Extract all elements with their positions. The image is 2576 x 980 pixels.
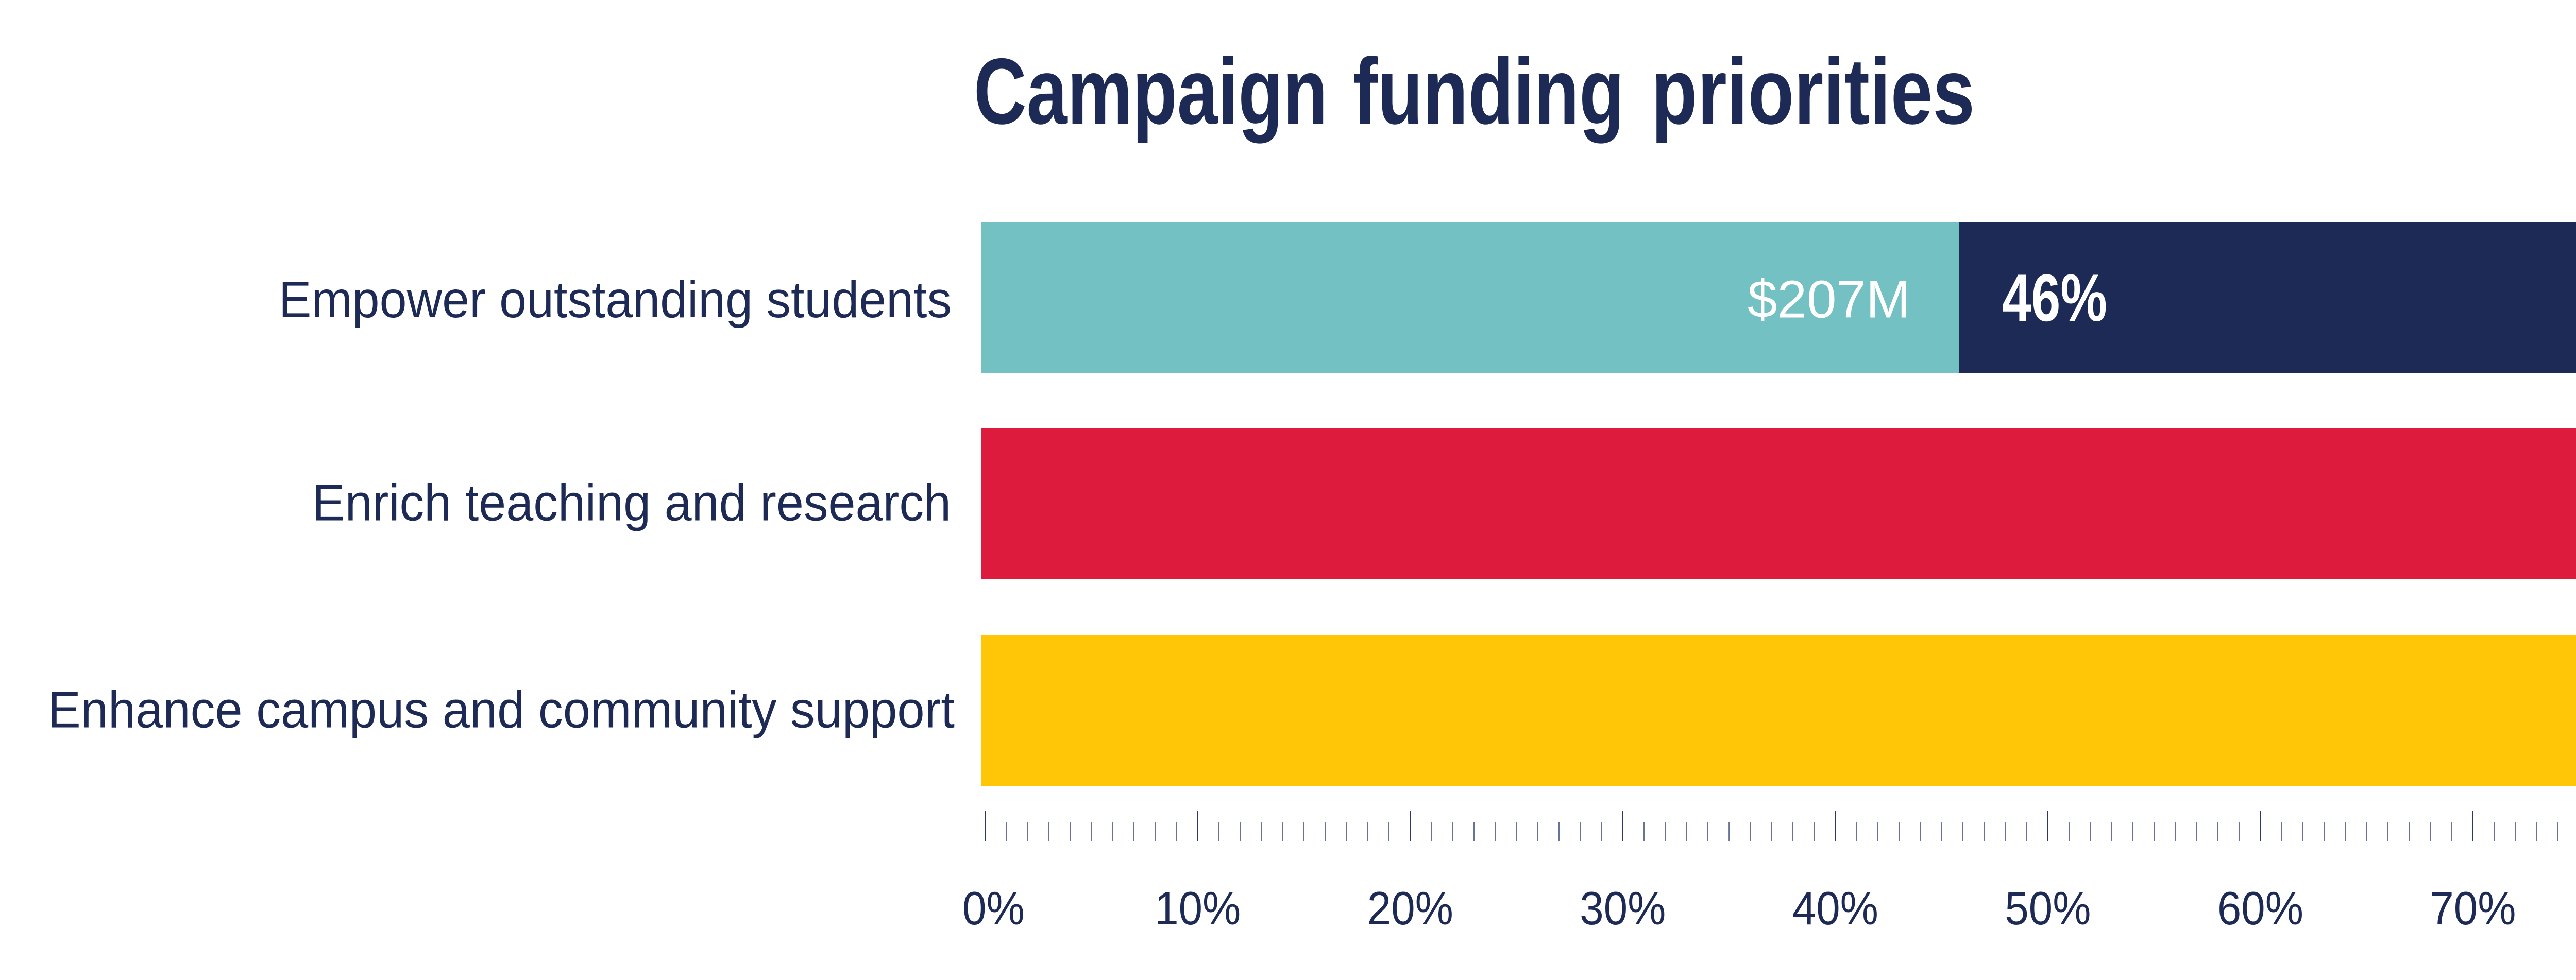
- svg-text:30%: 30%: [1580, 883, 1666, 935]
- svg-text:10%: 10%: [1155, 883, 1241, 935]
- svg-text:0%: 0%: [962, 883, 1025, 935]
- svg-text:50%: 50%: [2005, 883, 2091, 935]
- svg-text:60%: 60%: [2217, 883, 2303, 935]
- svg-text:20%: 20%: [1367, 883, 1453, 935]
- svg-text:Enhance campus and community s: Enhance campus and community support: [48, 681, 955, 739]
- svg-text:70%: 70%: [2430, 883, 2516, 935]
- svg-text:$207M: $207M: [1748, 270, 1910, 329]
- svg-text:funding: funding: [1353, 39, 1624, 144]
- svg-text:46%: 46%: [2002, 260, 2107, 335]
- svg-text:priorities: priorities: [1651, 39, 1975, 144]
- svg-text:Empower outstanding students: Empower outstanding students: [279, 271, 952, 329]
- svg-text:Campaign: Campaign: [974, 39, 1328, 144]
- svg-text:Enrich teaching and research: Enrich teaching and research: [312, 474, 951, 532]
- svg-text:40%: 40%: [1792, 883, 1878, 935]
